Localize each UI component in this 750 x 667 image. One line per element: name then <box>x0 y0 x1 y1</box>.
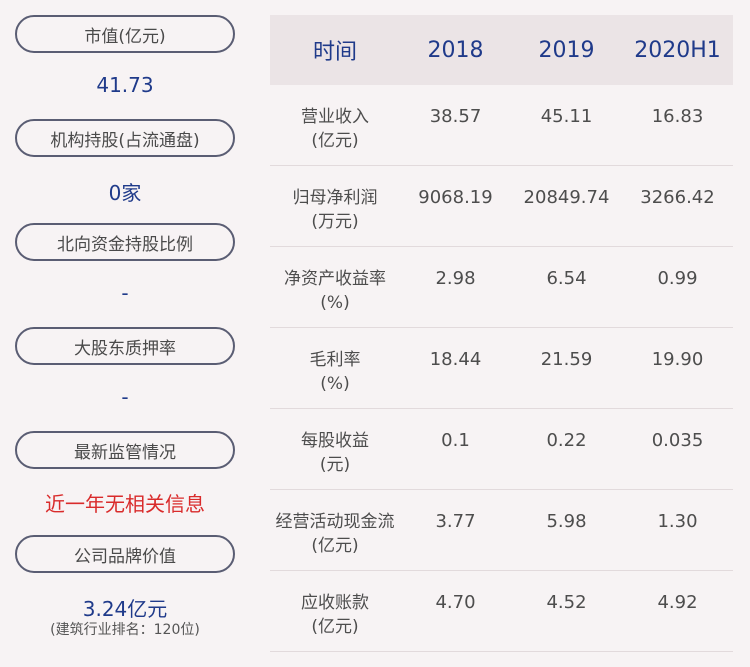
pledge-ratio-value: - <box>121 385 129 409</box>
header-time: 时间 <box>312 40 357 65</box>
row-label: 每股收益 (元) <box>301 431 369 475</box>
table-cell: 0.22 <box>546 430 587 451</box>
table-cell: 20849.74 <box>523 187 610 208</box>
table-row: 营业收入 (亿元) 38.57 45.11 16.83 <box>270 85 733 166</box>
row-label: 归母净利润 (万元) <box>292 188 378 232</box>
table-cell: 19.90 <box>651 349 704 370</box>
row-label: 经营活动现金流 (亿元) <box>275 512 395 556</box>
financial-table: 时间 2018 2019 2020H1 营业收入 (亿元) 38.57 45.11… <box>270 15 733 652</box>
brand-rank-note: (建筑行业排名：120位) <box>50 622 200 638</box>
table-row: 应收账款 (亿元) 4.70 4.52 4.92 <box>270 571 733 652</box>
table-cell: 4.92 <box>657 592 698 613</box>
brand-value-label: 公司品牌价值 <box>15 535 235 573</box>
northbound-holding-value: - <box>121 281 129 305</box>
regulatory-status-label: 最新监管情况 <box>15 431 235 469</box>
table-cell: 18.44 <box>429 349 482 370</box>
institutional-holding-label: 机构持股(占流通盘) <box>15 119 235 157</box>
table-cell: 9068.19 <box>418 187 493 208</box>
table-cell: 16.83 <box>651 106 704 127</box>
pledge-ratio-label: 大股东质押率 <box>15 327 235 365</box>
northbound-holding-label: 北向资金持股比例 <box>15 223 235 261</box>
table-cell: 21.59 <box>540 349 593 370</box>
header-2018: 2018 <box>427 37 484 63</box>
table-row: 净资产收益率 (%) 2.98 6.54 0.99 <box>270 247 733 328</box>
regulatory-status-value: 近一年无相关信息 <box>45 492 205 516</box>
table-cell: 5.98 <box>546 511 587 532</box>
table-cell: 1.30 <box>657 511 698 532</box>
table-cell: 3.77 <box>435 511 476 532</box>
table-cell: 45.11 <box>540 106 593 127</box>
row-label: 应收账款 (亿元) <box>301 593 369 637</box>
row-label: 毛利率 (%) <box>309 350 361 394</box>
row-label: 净资产收益率 (%) <box>284 269 386 313</box>
row-label: 营业收入 (亿元) <box>301 107 369 151</box>
table-cell: 3266.42 <box>640 187 715 208</box>
table-row: 经营活动现金流 (亿元) 3.77 5.98 1.30 <box>270 490 733 571</box>
market-cap-label: 市值(亿元) <box>15 15 235 53</box>
table-row: 归母净利润 (万元) 9068.19 20849.74 3266.42 <box>270 166 733 247</box>
table-cell: 38.57 <box>429 106 482 127</box>
table-cell: 0.1 <box>441 430 470 451</box>
market-cap-value: 41.73 <box>96 73 154 97</box>
header-2020h1: 2020H1 <box>634 37 721 63</box>
table-cell: 0.99 <box>657 268 698 289</box>
table-header: 时间 2018 2019 2020H1 <box>270 15 733 85</box>
table-cell: 4.52 <box>546 592 587 613</box>
table-cell: 4.70 <box>435 592 476 613</box>
table-cell: 0.035 <box>651 430 704 451</box>
header-2019: 2019 <box>538 37 595 63</box>
institutional-holding-value: 0家 <box>108 181 142 205</box>
table-row: 毛利率 (%) 18.44 21.59 19.90 <box>270 328 733 409</box>
brand-value-value: 3.24亿元 <box>82 597 168 621</box>
table-cell: 6.54 <box>546 268 587 289</box>
left-summary-panel: 市值(亿元) 41.73 机构持股(占流通盘) 0家 北向资金持股比例 - 大股… <box>0 0 250 667</box>
table-row: 每股收益 (元) 0.1 0.22 0.035 <box>270 409 733 490</box>
table-cell: 2.98 <box>435 268 476 289</box>
